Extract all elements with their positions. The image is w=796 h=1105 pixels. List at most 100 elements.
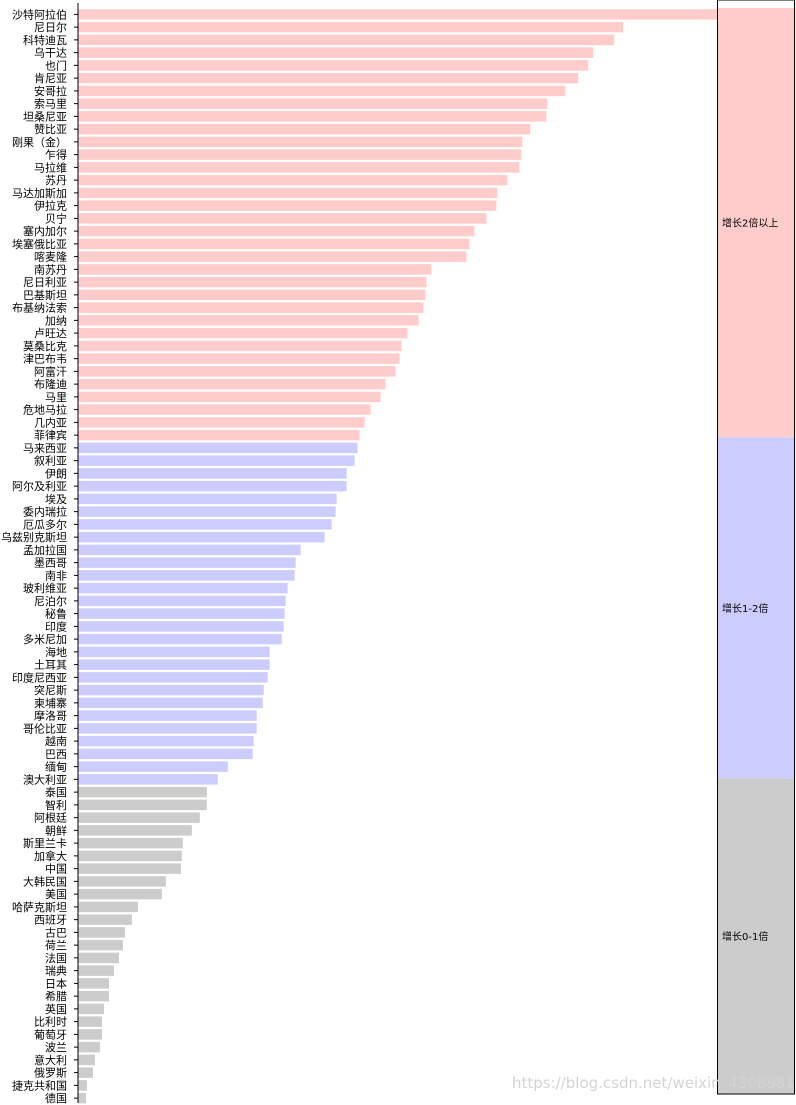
bar-64	[78, 825, 192, 836]
category-label-42: 孟加拉国	[23, 543, 67, 557]
category-label-19: 喀麦隆	[34, 250, 67, 264]
category-label-53: 突尼斯	[34, 683, 67, 697]
category-label-85: 德国	[45, 1091, 67, 1105]
bar-58	[78, 748, 253, 760]
bar-3	[78, 47, 594, 58]
bars-group	[78, 9, 717, 1104]
category-label-65: 斯里兰卡	[23, 837, 67, 850]
category-label-44: 南非	[45, 569, 67, 582]
category-label-22: 巴基斯坦	[23, 288, 67, 302]
bar-24	[78, 315, 419, 326]
category-label-64: 朝鲜	[45, 823, 67, 837]
bar-62	[78, 799, 207, 811]
category-label-38: 埃及	[45, 492, 67, 506]
category-label-59: 缅甸	[45, 760, 67, 774]
category-label-28: 阿富汗	[34, 364, 67, 378]
bar-26	[78, 340, 402, 352]
category-label-81: 波兰	[45, 1041, 67, 1054]
category-label-3: 乌干达	[34, 46, 67, 60]
category-label-17: 塞内加尔	[23, 224, 67, 238]
category-label-4: 也门	[45, 58, 67, 72]
bar-15	[78, 200, 497, 211]
group-label-2: 增长0-1倍	[722, 930, 768, 943]
bar-52	[78, 672, 268, 683]
category-label-15: 伊拉克	[34, 199, 67, 213]
bar-7	[78, 98, 548, 109]
bar-4	[78, 60, 589, 71]
bar-67	[78, 863, 181, 874]
category-label-54: 柬埔寨	[34, 696, 67, 710]
bar-76	[78, 978, 109, 989]
category-label-60: 澳大利亚	[23, 772, 67, 786]
category-label-83: 俄罗斯	[34, 1067, 67, 1080]
category-label-47: 秘鲁	[45, 607, 67, 621]
bar-5	[78, 72, 579, 84]
bar-60	[78, 774, 218, 785]
category-label-66: 加拿大	[34, 849, 67, 863]
bar-81	[78, 1041, 100, 1053]
category-label-77: 希腊	[45, 989, 67, 1003]
bar-33	[78, 429, 360, 441]
bar-51	[78, 659, 270, 670]
category-label-48: 印度	[45, 619, 67, 633]
bar-85	[78, 1092, 86, 1104]
bar-54	[78, 697, 263, 709]
category-label-84: 捷克共和国	[12, 1078, 67, 1092]
bar-19	[78, 251, 467, 262]
bar-10	[78, 136, 523, 148]
category-label-41: 乌兹别克斯坦	[1, 530, 67, 544]
bar-61	[78, 786, 207, 798]
group-band-frame	[717, 0, 795, 1095]
category-label-55: 摩洛哥	[34, 709, 67, 723]
bar-35	[78, 455, 355, 466]
bar-77	[78, 990, 109, 1002]
category-label-56: 哥伦比亚	[23, 721, 67, 735]
bar-2	[78, 34, 615, 46]
category-label-50: 海地	[45, 645, 67, 659]
bar-9	[78, 123, 531, 135]
category-label-21: 尼日利亚	[23, 276, 67, 289]
category-label-25: 卢旺达	[34, 327, 67, 340]
bar-71	[78, 914, 132, 925]
category-label-26: 莫桑比克	[23, 340, 67, 353]
bar-49	[78, 633, 282, 645]
bar-34	[78, 442, 358, 454]
bar-59	[78, 761, 228, 772]
bar-25	[78, 327, 408, 339]
category-label-31: 危地马拉	[23, 403, 67, 417]
bar-65	[78, 837, 183, 849]
bar-80	[78, 1029, 102, 1040]
category-label-33: 菲律宾	[34, 428, 67, 442]
category-label-8: 坦桑尼亚	[23, 109, 67, 123]
bar-21	[78, 276, 427, 288]
bar-47	[78, 608, 285, 619]
bar-12	[78, 162, 520, 173]
category-label-52: 印度尼西亚	[12, 670, 67, 684]
bar-6	[78, 85, 566, 97]
bar-16	[78, 213, 487, 224]
category-label-6: 安哥拉	[34, 84, 67, 98]
category-label-1: 尼日尔	[34, 21, 67, 34]
category-label-70: 哈萨克斯坦	[12, 900, 67, 914]
category-label-39: 委内瑞拉	[23, 505, 67, 519]
category-label-62: 智利	[45, 798, 67, 812]
category-label-49: 多米尼加	[23, 632, 67, 646]
category-label-5: 肯尼亚	[34, 72, 67, 85]
category-label-79: 比利时	[34, 1016, 67, 1029]
bar-72	[78, 927, 125, 938]
category-label-37: 阿尔及利亚	[12, 480, 67, 493]
category-label-78: 英国	[45, 1002, 67, 1016]
bar-68	[78, 876, 166, 887]
group-label-1: 增长1-2倍	[722, 602, 768, 615]
bar-42	[78, 544, 301, 556]
category-label-82: 意大利	[34, 1053, 67, 1067]
bar-78	[78, 1003, 104, 1015]
category-label-10: 刚果（金）	[12, 135, 67, 149]
category-label-40: 厄瓜多尔	[23, 517, 67, 531]
bar-13	[78, 174, 508, 186]
bar-46	[78, 595, 286, 607]
category-label-76: 日本	[45, 976, 67, 990]
group-band-0	[718, 8, 794, 438]
